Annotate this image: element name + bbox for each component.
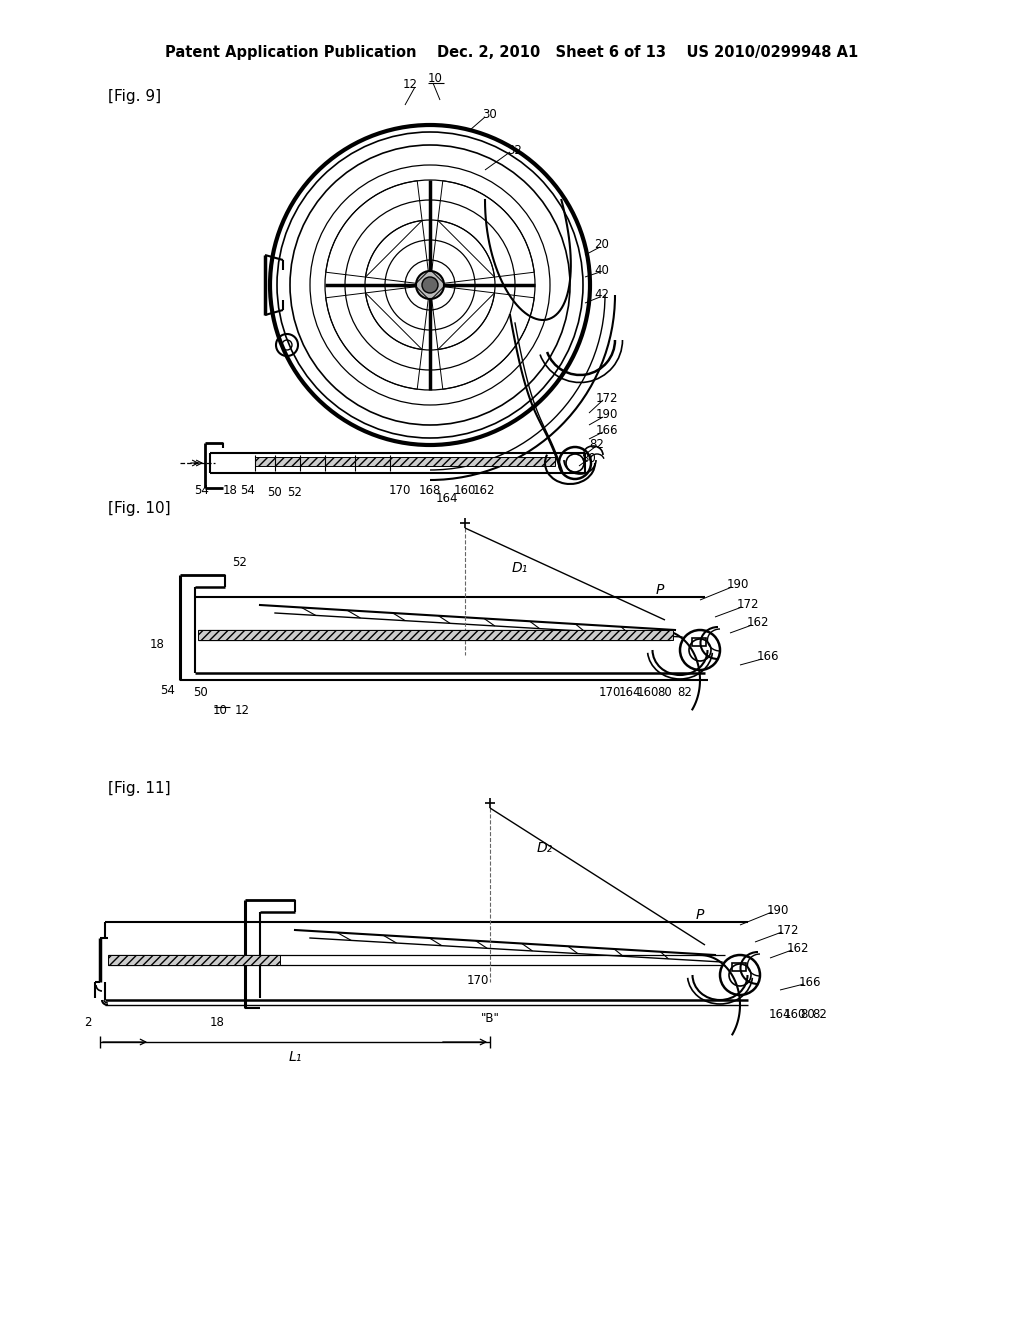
Text: 172: 172 <box>736 598 759 611</box>
Text: 166: 166 <box>799 975 821 989</box>
Text: 52: 52 <box>232 557 248 569</box>
Text: 12: 12 <box>402 78 418 91</box>
Text: [Fig. 10]: [Fig. 10] <box>108 500 171 516</box>
Text: 164: 164 <box>618 686 641 700</box>
Bar <box>692 638 706 645</box>
Text: 82: 82 <box>590 438 604 451</box>
Text: 190: 190 <box>767 903 790 916</box>
Text: 12: 12 <box>234 704 250 717</box>
Text: 52: 52 <box>288 487 302 499</box>
Text: 170: 170 <box>599 686 622 700</box>
Text: 32: 32 <box>508 144 522 157</box>
Text: 170: 170 <box>389 484 412 498</box>
Text: 10: 10 <box>428 73 442 86</box>
Text: 82: 82 <box>813 1008 827 1022</box>
Text: 162: 162 <box>746 616 769 630</box>
Text: 20: 20 <box>595 239 609 252</box>
Text: 18: 18 <box>210 1015 224 1028</box>
Circle shape <box>422 277 438 293</box>
Text: 82: 82 <box>678 686 692 700</box>
Text: 50: 50 <box>267 487 283 499</box>
Text: 80: 80 <box>582 451 596 465</box>
Text: Patent Application Publication    Dec. 2, 2010   Sheet 6 of 13    US 2010/029994: Patent Application Publication Dec. 2, 2… <box>165 45 859 59</box>
Bar <box>732 964 746 972</box>
Text: 18: 18 <box>222 484 238 498</box>
Circle shape <box>416 271 444 300</box>
Text: 42: 42 <box>595 289 609 301</box>
Text: 190: 190 <box>727 578 750 591</box>
Text: 80: 80 <box>657 686 673 700</box>
Text: 170: 170 <box>467 974 489 986</box>
Text: P: P <box>696 908 705 921</box>
Text: 50: 50 <box>193 686 208 700</box>
Text: 190: 190 <box>596 408 618 421</box>
Text: 54: 54 <box>195 484 210 498</box>
Text: 162: 162 <box>473 484 496 498</box>
Text: 160: 160 <box>637 686 659 700</box>
Bar <box>198 630 673 640</box>
Text: 80: 80 <box>801 1008 815 1022</box>
Text: 168: 168 <box>419 484 441 498</box>
Text: 54: 54 <box>161 684 175 697</box>
Text: 164: 164 <box>436 492 459 506</box>
Bar <box>108 954 280 965</box>
Text: 30: 30 <box>482 108 498 121</box>
Text: [Fig. 11]: [Fig. 11] <box>108 780 171 796</box>
Text: 40: 40 <box>595 264 609 276</box>
Text: P: P <box>655 583 665 597</box>
Text: 172: 172 <box>596 392 618 404</box>
Text: 54: 54 <box>241 484 255 498</box>
Text: L₁: L₁ <box>289 1049 302 1064</box>
Text: 160: 160 <box>783 1008 806 1022</box>
Text: "B": "B" <box>480 1011 500 1024</box>
Text: 18: 18 <box>151 639 165 652</box>
Text: 162: 162 <box>786 941 809 954</box>
Bar <box>255 457 555 466</box>
Text: 172: 172 <box>777 924 800 936</box>
Text: 160: 160 <box>454 484 476 498</box>
Text: D₂: D₂ <box>537 841 553 855</box>
Text: D₁: D₁ <box>512 561 528 576</box>
Text: [Fig. 9]: [Fig. 9] <box>108 90 161 104</box>
Text: 10: 10 <box>213 704 227 717</box>
Text: 164: 164 <box>769 1008 792 1022</box>
Text: 2: 2 <box>84 1015 92 1028</box>
Text: 166: 166 <box>757 651 779 664</box>
Text: 166: 166 <box>596 424 618 437</box>
